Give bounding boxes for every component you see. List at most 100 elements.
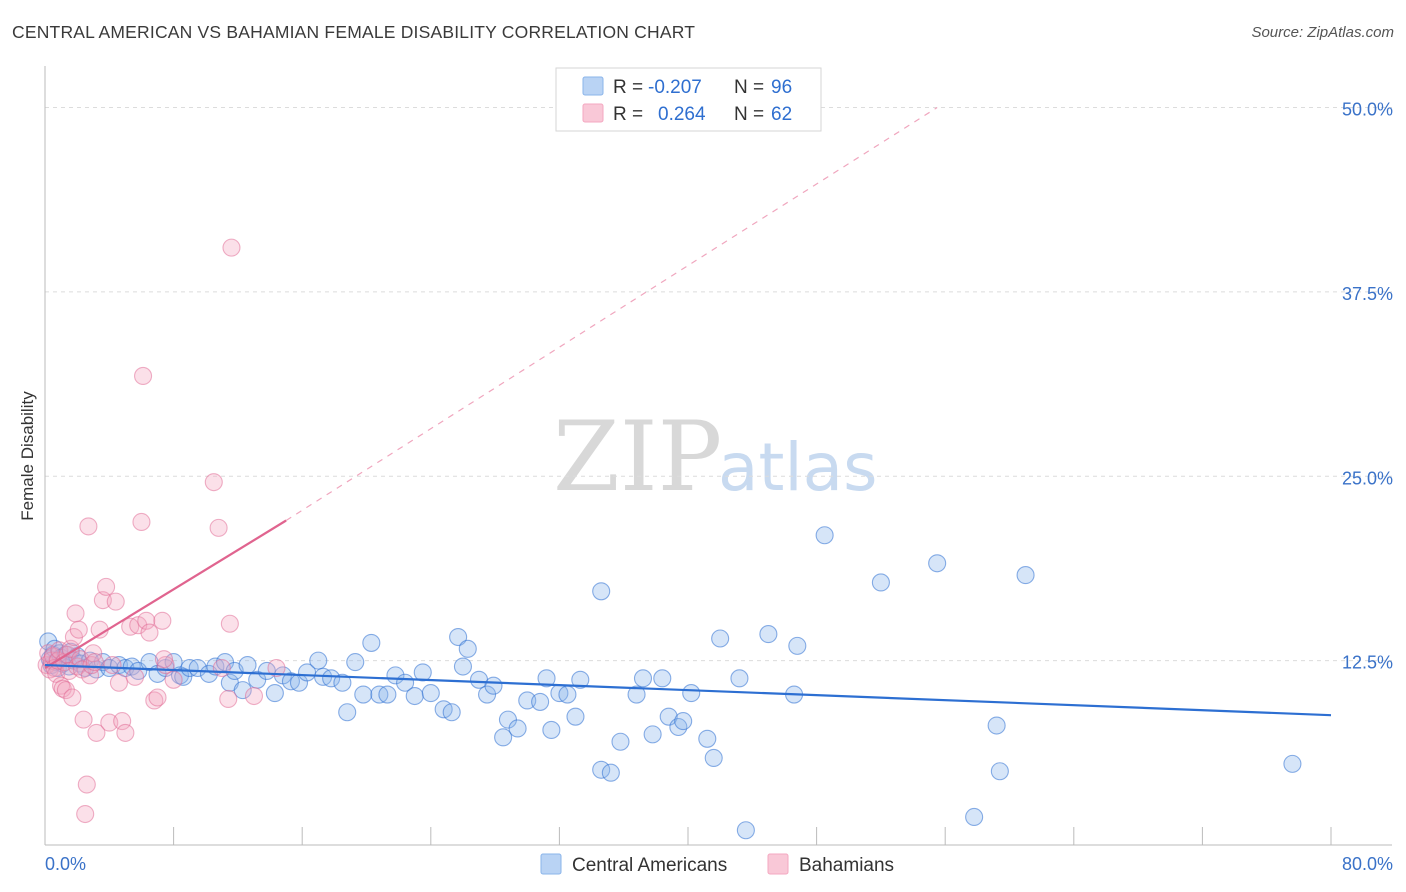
source-label: Source: ZipAtlas.com: [1251, 24, 1394, 41]
data-point-central-americans: [682, 684, 701, 703]
legend-n-value: 96: [771, 77, 792, 98]
data-point-central-americans: [730, 669, 749, 688]
data-point-central-americans: [627, 685, 646, 704]
x-tick-label: 80.0%: [1342, 854, 1393, 874]
legend-r-label: R =: [613, 104, 643, 125]
data-point-central-americans: [346, 653, 365, 672]
y-tick-label: 37.5%: [1342, 284, 1393, 304]
data-point-central-americans: [413, 663, 432, 682]
watermark: ZIP atlas: [553, 401, 878, 513]
data-point-bahamians: [103, 655, 122, 675]
data-point-bahamians: [76, 804, 95, 824]
data-point-bahamians: [106, 592, 125, 611]
data-point-central-americans: [478, 685, 497, 704]
data-point-central-americans: [362, 633, 381, 652]
data-point-bahamians: [79, 517, 98, 536]
data-point-central-americans: [265, 684, 284, 703]
data-point-central-americans: [711, 629, 730, 648]
data-point-central-americans: [449, 627, 468, 647]
data-point-bahamians: [220, 614, 239, 633]
data-point-central-americans: [238, 655, 257, 675]
y-tick-label: 50.0%: [1342, 100, 1393, 120]
legend-swatch-central-americans: [540, 853, 562, 875]
data-point-central-americans: [987, 716, 1006, 735]
data-point-central-americans: [1016, 566, 1035, 585]
data-point-bahamians: [69, 620, 88, 639]
data-point-central-americans: [653, 669, 672, 688]
watermark-atlas: atlas: [718, 429, 878, 506]
data-point-central-americans: [442, 703, 461, 722]
data-point-central-americans: [643, 725, 662, 744]
data-point-bahamians: [77, 775, 96, 794]
watermark-zip: ZIP: [553, 401, 722, 513]
data-point-bahamians: [56, 681, 75, 700]
data-point-central-americans: [453, 657, 473, 676]
data-point-central-americans: [788, 636, 807, 655]
legend-label-central-americans: Central Americans: [572, 855, 727, 876]
legend-swatch-central-americans: [582, 76, 604, 96]
data-point-bahamians: [132, 512, 151, 532]
data-point-central-americans: [338, 703, 357, 722]
y-axis-title: Female Disability: [18, 391, 37, 521]
data-point-bahamians: [87, 723, 106, 742]
data-point-central-americans: [871, 573, 890, 592]
series-bahamians: [37, 238, 286, 824]
series-legend: Central Americans Bahamians: [540, 853, 894, 876]
data-point-bahamians: [148, 688, 167, 707]
data-point-bahamians: [222, 238, 241, 257]
legend-r-value: -0.207: [648, 77, 702, 98]
data-point-central-americans: [542, 720, 561, 740]
data-point-central-americans: [698, 729, 717, 748]
data-point-central-americans: [601, 763, 620, 782]
data-point-bahamians: [267, 658, 286, 678]
data-point-bahamians: [219, 689, 238, 709]
data-point-central-americans: [571, 670, 590, 689]
data-point-bahamians: [154, 650, 174, 669]
trend-line-central-americans: [44, 663, 1332, 717]
data-point-central-americans: [965, 807, 984, 827]
data-point-bahamians: [113, 712, 132, 731]
data-point-bahamians: [116, 723, 135, 742]
trend-line-bahamians-extension: [285, 106, 938, 522]
data-point-central-americans: [566, 707, 585, 726]
y-tick-labels: 12.5% 25.0% 37.5% 50.0%: [1342, 100, 1393, 673]
data-point-bahamians: [153, 611, 172, 630]
data-point-central-americans: [736, 821, 755, 840]
data-point-central-americans: [494, 728, 513, 747]
data-point-central-americans: [233, 681, 252, 700]
legend-n-label: N =: [734, 104, 764, 125]
data-point-bahamians: [137, 611, 156, 630]
data-point-bahamians: [145, 691, 164, 710]
data-point-bahamians: [204, 473, 223, 492]
data-point-central-americans: [405, 686, 424, 706]
stats-legend: R = -0.207 N = 96 R = 0.264 N = 62: [555, 67, 822, 132]
data-point-central-americans: [333, 673, 352, 692]
trend-line-bahamians: [44, 519, 287, 669]
data-point-central-americans: [1283, 754, 1302, 773]
series-central-americans: [39, 526, 1302, 840]
legend-r-label: R =: [613, 77, 643, 98]
axes: [44, 66, 1392, 846]
legend-swatch-bahamians: [767, 853, 789, 875]
data-point-central-americans: [815, 526, 834, 545]
data-point-bahamians: [164, 670, 183, 689]
data-point-bahamians: [109, 673, 128, 692]
data-point-bahamians: [66, 604, 85, 623]
data-point-central-americans: [759, 625, 778, 644]
data-point-bahamians: [63, 688, 82, 707]
legend-label-bahamians: Bahamians: [799, 855, 894, 876]
legend-r-value: 0.264: [658, 104, 706, 125]
data-point-central-americans: [484, 676, 503, 695]
data-point-bahamians: [134, 366, 153, 386]
data-point-bahamians: [125, 667, 145, 686]
data-point-central-americans: [378, 685, 397, 704]
data-point-central-americans: [674, 712, 693, 731]
y-tick-label: 12.5%: [1342, 653, 1393, 673]
data-point-bahamians: [97, 577, 116, 596]
data-point-central-americans: [508, 719, 527, 738]
data-point-central-americans: [928, 554, 947, 573]
data-point-central-americans: [421, 684, 440, 703]
data-point-bahamians: [212, 658, 231, 678]
trend-lines: [44, 106, 1332, 717]
